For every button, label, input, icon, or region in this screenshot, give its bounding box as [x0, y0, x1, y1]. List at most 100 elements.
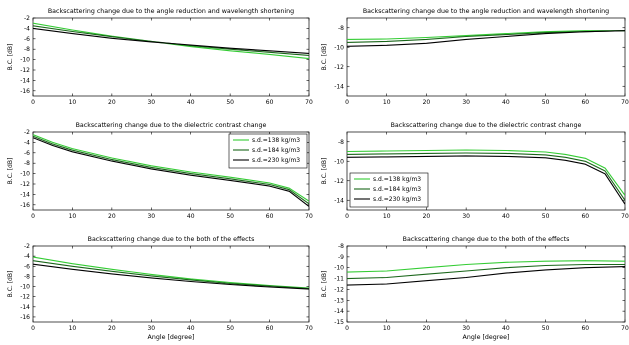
y-tick-label: -14 [334, 308, 344, 315]
legend-entry-label: s.d.=230 kg/m3 [373, 196, 421, 203]
legend-entry-label: s.d.=138 kg/m3 [252, 137, 300, 144]
x-tick-label: 50 [226, 99, 234, 106]
x-tick-label: 10 [69, 213, 77, 220]
x-tick-label: 60 [581, 213, 589, 220]
y-tick-label: -10 [334, 158, 344, 165]
legend-entry-label: s.d.=230 kg/m3 [252, 157, 300, 164]
x-tick-label: 60 [266, 99, 274, 106]
chart-panel-6: Backscattering change due to the both of… [321, 236, 629, 341]
series-line-1 [347, 260, 625, 273]
x-tick-label: 10 [69, 325, 77, 332]
chart-title: Backscattering change due to the angle r… [48, 8, 294, 15]
x-tick-label: 40 [187, 99, 195, 106]
y-tick-label: -8 [338, 139, 344, 146]
x-tick-label: 0 [31, 99, 35, 106]
x-tick-label: 50 [226, 213, 234, 220]
series-line-3 [347, 155, 625, 205]
series-line-3 [347, 266, 625, 286]
x-tick-label: 20 [108, 99, 116, 106]
y-tick-label: -12 [334, 178, 344, 185]
y-tick-label: -4 [24, 139, 30, 146]
series-line-1 [347, 30, 625, 40]
x-tick-label: 30 [147, 213, 155, 220]
x-tick-label: 40 [502, 325, 510, 332]
x-tick-label: 0 [345, 99, 349, 106]
x-tick-label: 20 [423, 325, 431, 332]
y-tick-label: -15 [334, 319, 344, 326]
x-tick-label: 70 [621, 213, 629, 220]
legend-entry-label: s.d.=138 kg/m3 [373, 176, 421, 183]
y-tick-label: -6 [24, 263, 30, 270]
series-line-3 [33, 27, 309, 54]
y-tick-label: -8 [338, 243, 344, 250]
y-tick-label: -6 [24, 150, 30, 157]
y-tick-label: -14 [20, 77, 30, 84]
chart-panel-2: Backscattering change due to the angle r… [321, 8, 629, 106]
x-axis-label: Angle [degree] [148, 334, 195, 341]
y-tick-label: -8 [24, 160, 30, 167]
series-line-3 [33, 263, 309, 290]
x-tick-label: 30 [462, 99, 470, 106]
y-tick-label: -6 [24, 36, 30, 43]
y-tick-label: -14 [20, 304, 30, 311]
plot-frame [346, 17, 626, 97]
y-axis-label: B.C. [dB] [7, 44, 14, 71]
y-tick-label: -16 [20, 202, 30, 209]
y-tick-label: -12 [20, 294, 30, 301]
x-tick-label: 60 [266, 213, 274, 220]
x-tick-label: 50 [542, 325, 550, 332]
x-tick-label: 50 [226, 325, 234, 332]
series-line-1 [33, 134, 309, 202]
y-tick-label: -2 [24, 15, 30, 22]
x-tick-label: 40 [187, 325, 195, 332]
series-line-2 [347, 263, 625, 280]
x-tick-label: 10 [383, 325, 391, 332]
x-tick-label: 70 [621, 325, 629, 332]
y-tick-label: -14 [334, 83, 344, 90]
chart-title: Backscattering change due to the dielect… [391, 122, 582, 129]
y-tick-label: -12 [20, 181, 30, 188]
x-tick-label: 50 [542, 213, 550, 220]
y-tick-label: -4 [24, 253, 30, 260]
y-tick-label: -9 [338, 254, 344, 261]
y-tick-label: -8 [24, 46, 30, 53]
y-tick-label: -12 [20, 67, 30, 74]
x-tick-label: 20 [108, 325, 116, 332]
series-line-1 [33, 22, 309, 60]
y-tick-label: -12 [334, 64, 344, 71]
y-tick-label: -13 [334, 297, 344, 304]
x-tick-label: 70 [305, 213, 313, 220]
y-tick-label: -16 [20, 88, 30, 95]
y-tick-label: -8 [24, 273, 30, 280]
plot-frame [32, 17, 310, 97]
chart-panel-1: Backscattering change due to the angle r… [7, 8, 313, 106]
x-tick-label: 20 [423, 213, 431, 220]
chart-panel-5: Backscattering change due to the both of… [7, 236, 313, 341]
x-tick-label: 40 [187, 213, 195, 220]
legend-entry-label: s.d.=184 kg/m3 [373, 186, 421, 193]
legend-entry-label: s.d.=184 kg/m3 [252, 147, 300, 154]
chart-title: Backscattering change due to the angle r… [363, 8, 609, 15]
x-tick-label: 10 [383, 99, 391, 106]
x-tick-label: 70 [621, 99, 629, 106]
x-tick-label: 10 [69, 99, 77, 106]
plot-frame [346, 245, 626, 323]
chart-panel-4: Backscattering change due to the dielect… [321, 122, 629, 220]
y-tick-label: -2 [24, 129, 30, 136]
legend: s.d.=138 kg/m3 s.d.=184 kg/m3 s.d.=230 kg/… [349, 172, 429, 208]
x-tick-label: 40 [502, 213, 510, 220]
series-line-2 [347, 152, 625, 201]
x-tick-label: 0 [345, 325, 349, 332]
y-tick-label: -10 [20, 171, 30, 178]
x-tick-label: 40 [502, 99, 510, 106]
y-axis-label: B.C. [dB] [321, 158, 328, 185]
x-tick-label: 20 [108, 213, 116, 220]
y-tick-label: -16 [20, 314, 30, 321]
y-tick-label: -10 [334, 44, 344, 51]
x-tick-label: 50 [542, 99, 550, 106]
x-axis-label: Angle [degree] [463, 334, 510, 341]
series-line-2 [347, 30, 625, 43]
y-tick-label: -2 [24, 243, 30, 250]
y-tick-label: -14 [20, 191, 30, 198]
